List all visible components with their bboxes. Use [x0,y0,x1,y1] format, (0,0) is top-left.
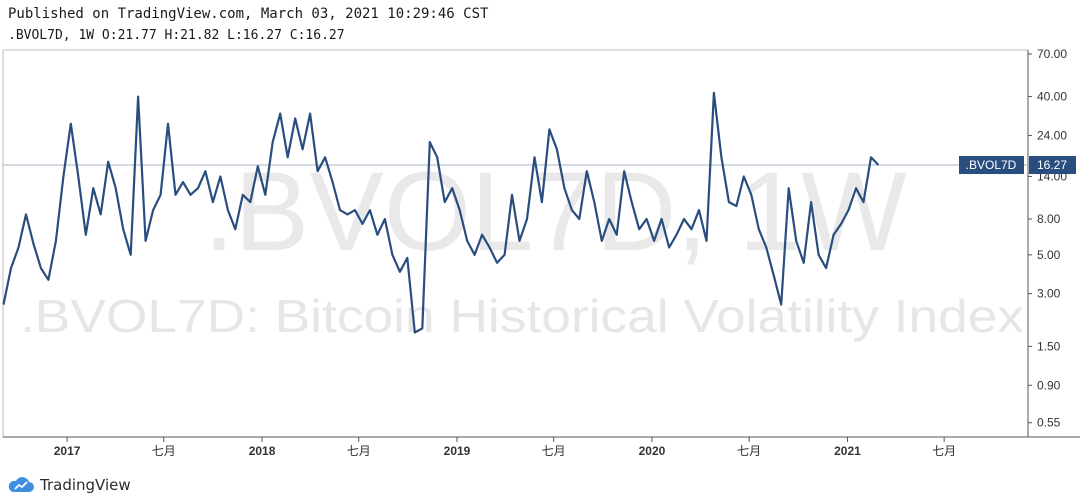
y-axis: 70.0040.0024.0014.008.005.003.001.500.90… [1027,47,1067,437]
cloud-icon [8,477,34,492]
tradingview-logo[interactable]: TradingView [6,474,131,496]
watermark: .BVOL7D, 1W .BVOL7D: Bitcoin Historical … [20,149,1024,342]
x-tick-label: 2019 [444,444,471,458]
last-value-price: 16.27 [1037,158,1067,172]
x-axis: 2017 七月 2018 七月 2019 七月 2020 七月 2021 七月 [3,436,1080,458]
watermark-symbol: .BVOL7D, 1W [203,149,907,274]
last-value-label: .BVOL7D 16.27 [959,156,1076,175]
x-tick-label: 七月 [152,444,176,458]
x-tick-label: 七月 [542,444,566,458]
y-tick-label: 24.00 [1037,128,1067,142]
y-tick-label: 0.55 [1037,416,1061,430]
y-tick-label: 0.90 [1037,378,1061,392]
y-tick-label: 3.00 [1037,287,1061,301]
y-tick-label: 70.00 [1037,47,1067,61]
last-value-name-box [959,156,1024,175]
x-tick-label: 七月 [932,444,956,458]
watermark-description: .BVOL7D: Bitcoin Historical Volatility I… [20,290,1024,342]
y-tick-label: 8.00 [1037,212,1061,226]
published-info: Published on TradingView.com, March 03, … [8,6,489,22]
y-tick-label: 40.00 [1037,90,1067,104]
x-tick-label: 2021 [834,444,861,458]
x-tick-label: 2017 [54,444,81,458]
series-layer [2,91,1028,334]
y-tick-label: 1.50 [1037,339,1061,353]
last-value-price-box [1029,156,1076,175]
x-tick-label: 七月 [737,444,761,458]
x-tick-label: 2018 [249,444,276,458]
x-tick-label: 2020 [639,444,666,458]
x-tick-label: 七月 [347,444,371,458]
ohlc-legend: .BVOL7D, 1W O:21.77 H:21.82 L:16.27 C:16… [8,28,345,43]
y-tick-label: 5.00 [1037,248,1061,262]
last-value-name: .BVOL7D [966,158,1017,172]
series-line-0 [2,91,880,334]
brand-name: TradingView [40,476,131,494]
